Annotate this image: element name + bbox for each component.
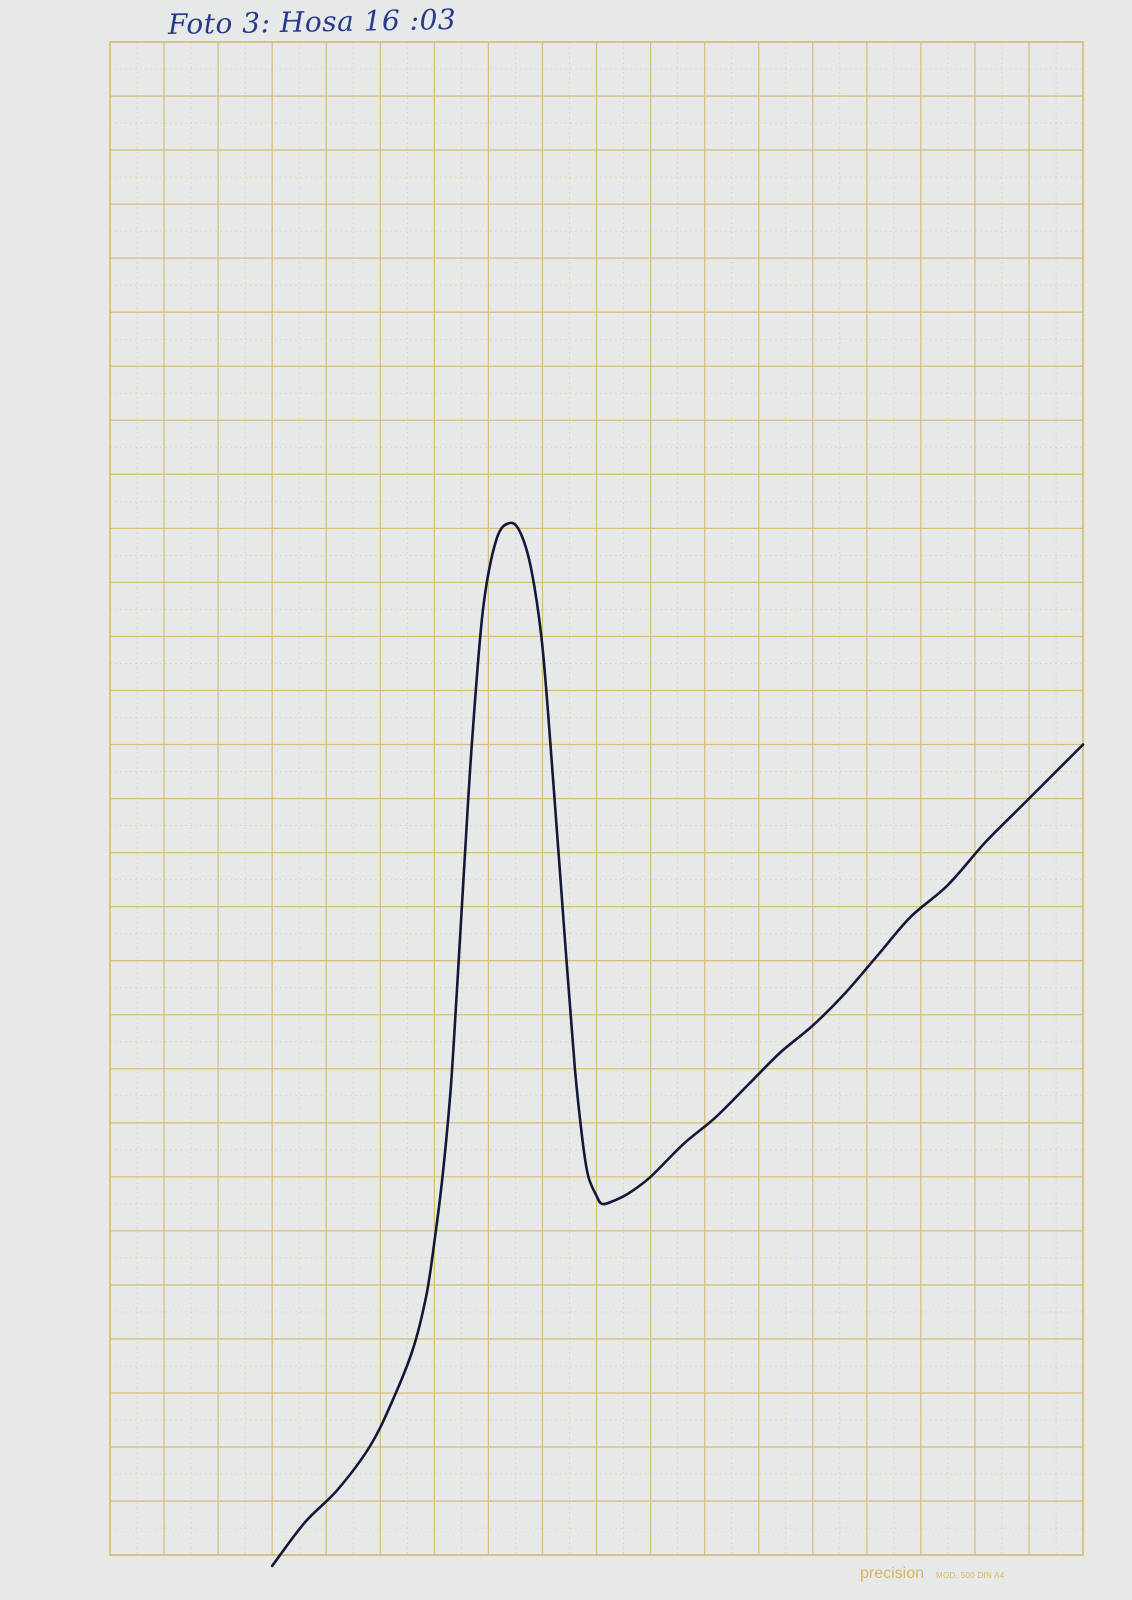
series-line-main [270, 521, 1085, 1568]
paper-brand: precision MOD. 500 DIN A4 [860, 1565, 1005, 1583]
page-title: Foto 3: Hosa 16 :03 [167, 2, 457, 41]
brand-name: precision [860, 1565, 925, 1582]
grid-frame [109, 41, 1084, 1556]
plot-series [270, 521, 1085, 1568]
grid [109, 41, 1084, 1556]
paper-model: MOD. 500 DIN A4 [936, 1571, 1005, 1580]
